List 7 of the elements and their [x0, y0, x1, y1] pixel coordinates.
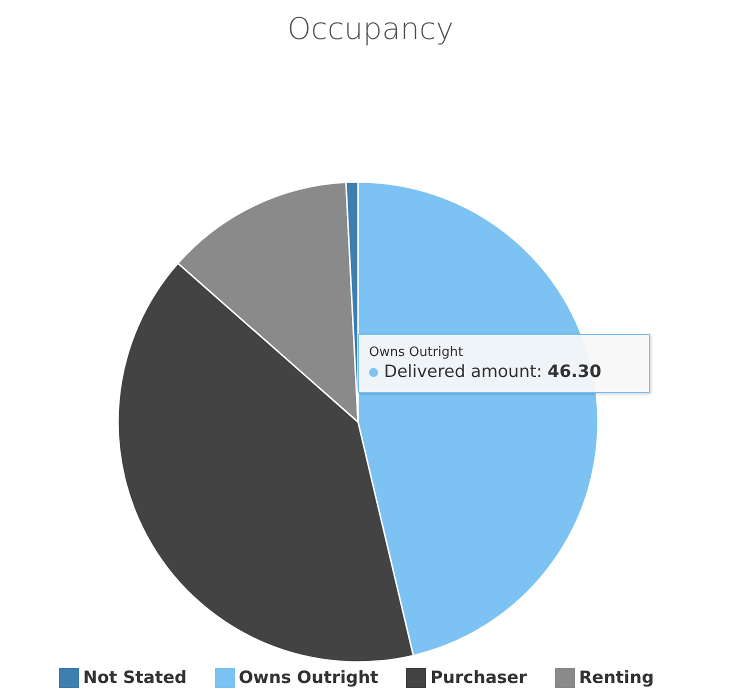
- legend-label: Not Stated: [83, 668, 187, 688]
- legend-label: Owns Outright: [238, 668, 378, 688]
- text: Delivered amount: 46.30: [384, 362, 602, 382]
- text: Owns Outright: [369, 345, 464, 360]
- legend-label: Renting: [578, 668, 654, 688]
- chart-title: Occupancy: [286, 11, 455, 49]
- legend-label: Purchaser: [430, 668, 527, 688]
